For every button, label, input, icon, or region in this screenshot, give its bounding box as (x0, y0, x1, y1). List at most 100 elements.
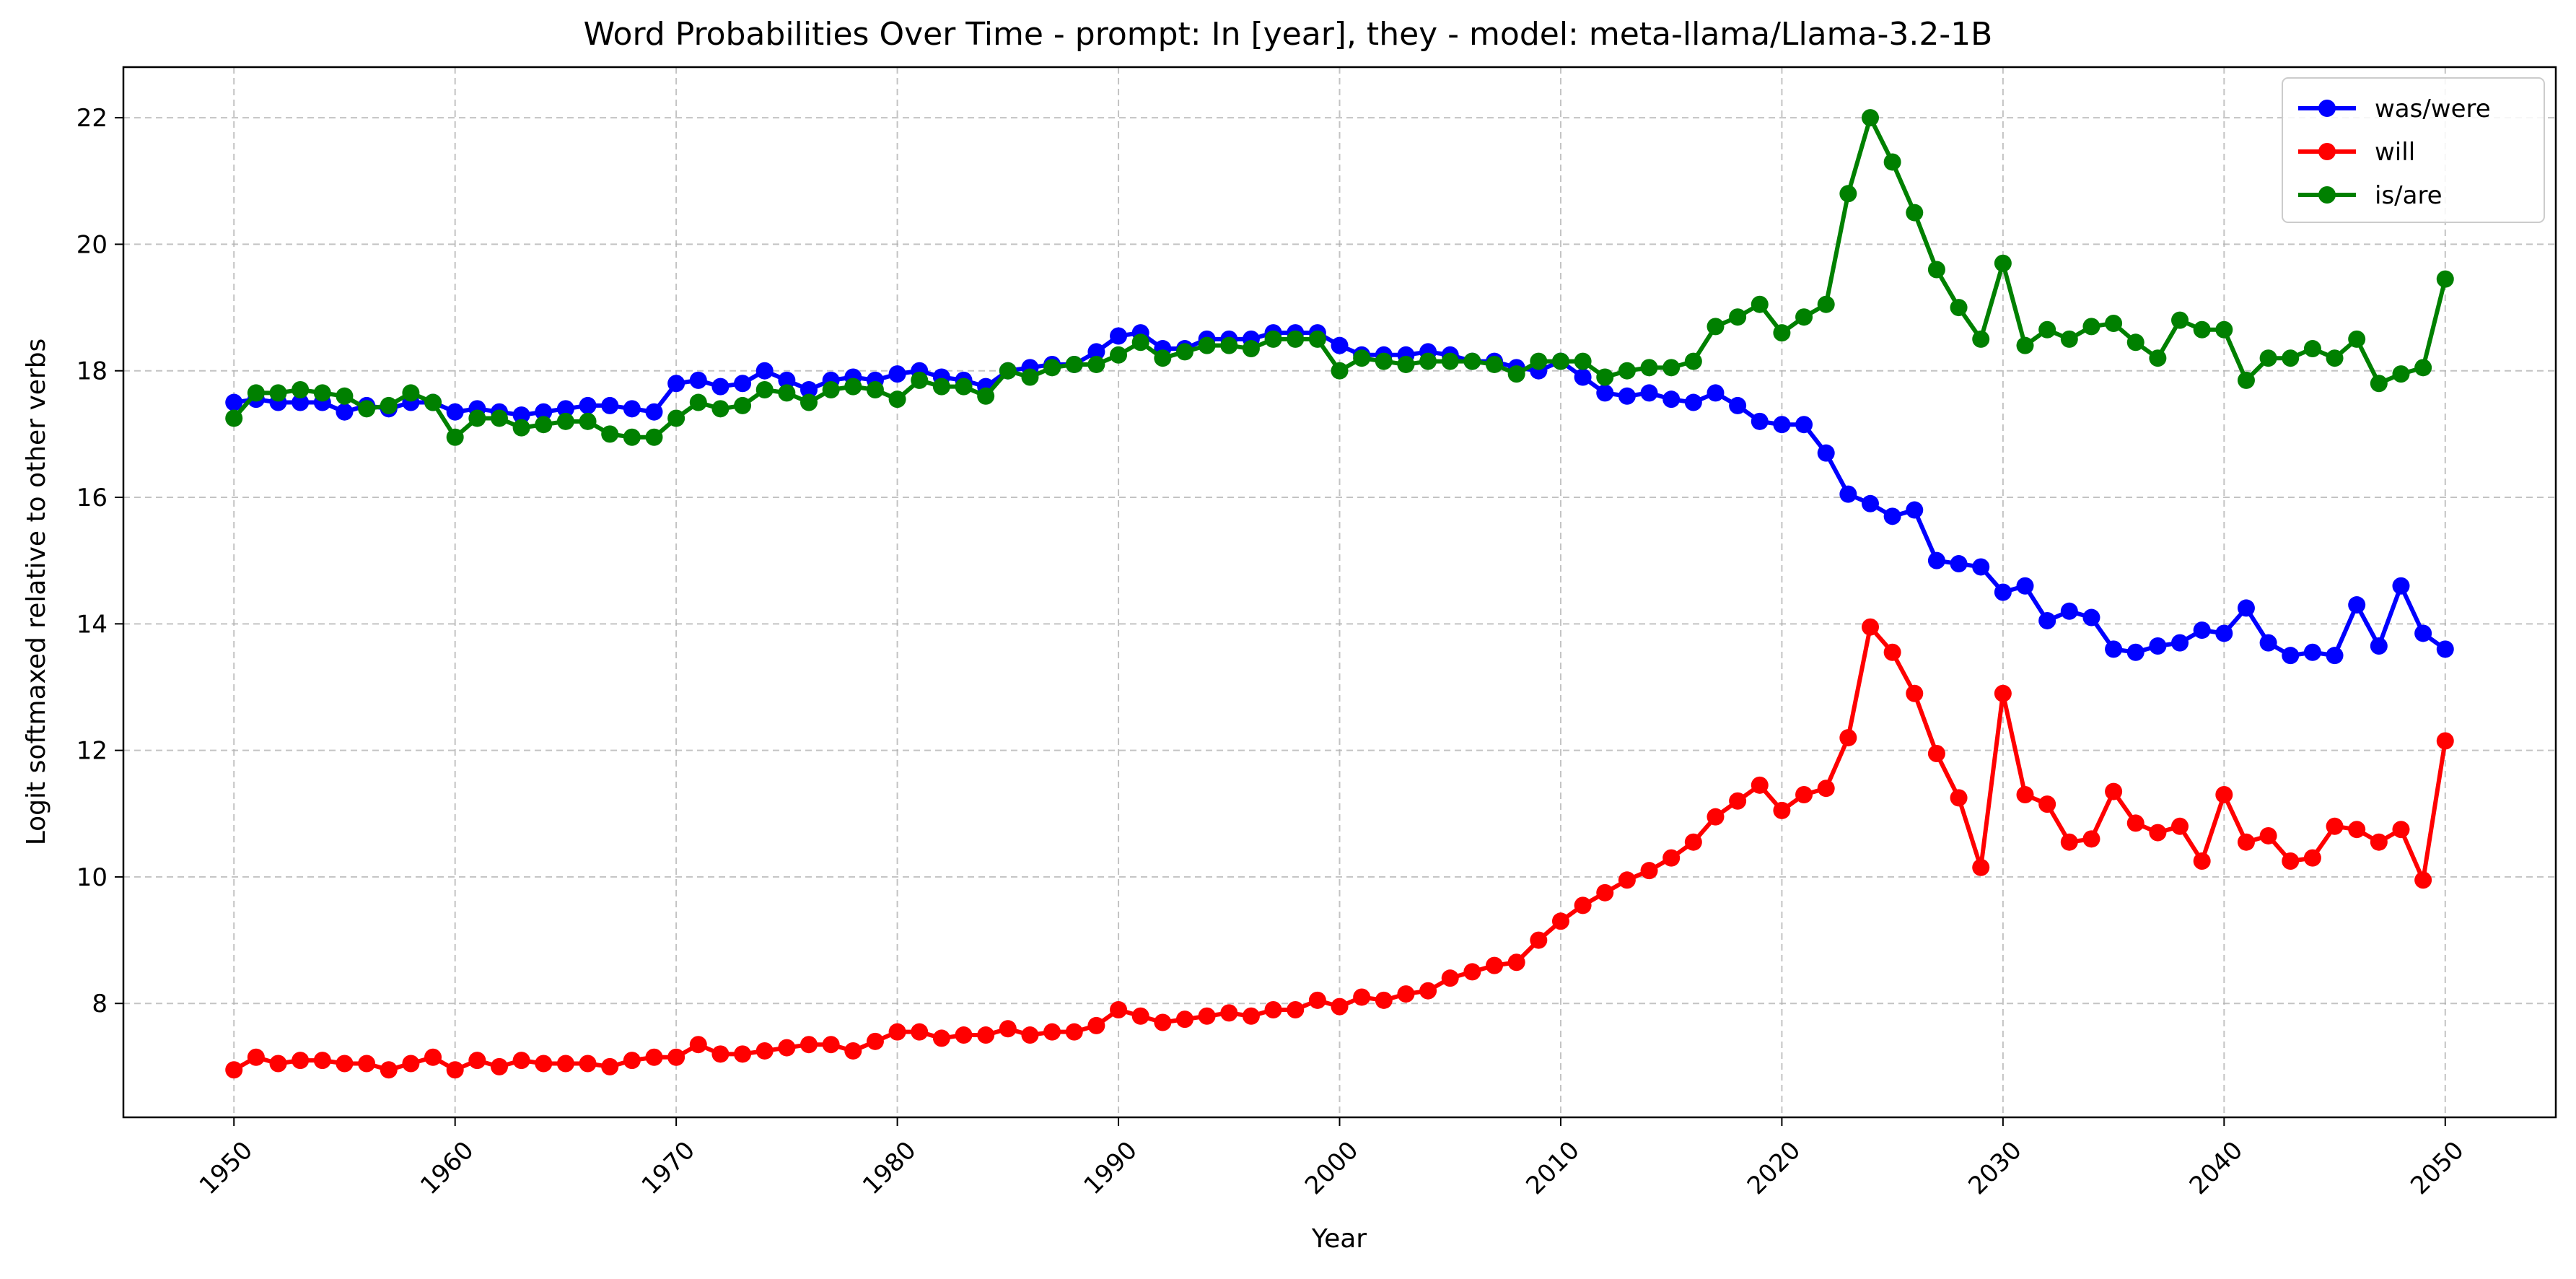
data-point (247, 384, 265, 402)
x-tick-label: 1960 (415, 1136, 479, 1200)
data-point (292, 381, 310, 399)
data-point (711, 377, 730, 396)
data-point (1264, 1000, 1282, 1018)
data-point (844, 1042, 862, 1060)
data-point (689, 393, 707, 411)
data-point (402, 384, 420, 402)
data-point (2082, 318, 2100, 336)
data-point (1751, 295, 1769, 313)
data-point (2414, 871, 2432, 889)
data-point (1839, 185, 1857, 203)
data-point (2171, 634, 2189, 652)
data-point (2126, 814, 2145, 832)
data-point (1662, 849, 1681, 867)
data-point (1596, 384, 1614, 402)
data-point (2436, 732, 2454, 750)
data-point (1110, 346, 1128, 364)
data-point (2038, 320, 2056, 339)
data-point (689, 371, 707, 389)
data-point (1198, 1007, 1216, 1025)
data-point (1021, 1026, 1039, 1044)
data-point (667, 409, 685, 427)
legend-label: was/were (2375, 95, 2491, 123)
data-point (778, 1039, 796, 1057)
data-point (1707, 384, 1725, 402)
data-point (623, 428, 641, 446)
data-point (645, 1048, 663, 1066)
data-point (358, 400, 376, 418)
data-point (2282, 647, 2300, 665)
x-tick-label: 2020 (1742, 1136, 1806, 1200)
grid (123, 67, 2556, 1117)
data-point (711, 1045, 730, 1063)
data-point (269, 384, 287, 402)
data-point (1861, 109, 1879, 127)
data-point (2370, 637, 2388, 655)
data-point (1331, 336, 1349, 354)
data-point (2016, 336, 2034, 354)
data-point (800, 1036, 818, 1054)
y-tick-label: 22 (76, 104, 108, 133)
data-point (1861, 494, 1879, 512)
data-point (734, 396, 752, 414)
series-will (225, 618, 2454, 1079)
data-point (556, 400, 574, 418)
data-point (1618, 387, 1636, 405)
data-point (1906, 204, 1924, 222)
data-point (778, 384, 796, 402)
data-point (2392, 821, 2410, 839)
data-point (468, 409, 486, 427)
data-point (2126, 333, 2145, 352)
data-point (601, 425, 619, 443)
data-point (1795, 308, 1813, 326)
data-point (999, 1020, 1017, 1038)
data-point (1065, 355, 1083, 373)
data-point (1684, 833, 1702, 851)
data-point (1463, 963, 1481, 981)
data-point (1950, 555, 1968, 573)
data-point (2060, 602, 2078, 620)
data-point (2326, 349, 2344, 367)
data-point (2348, 821, 2366, 839)
data-point (1530, 931, 1548, 949)
data-point (1110, 327, 1128, 345)
data-point (866, 381, 884, 399)
data-point (2303, 849, 2321, 867)
data-point (1043, 1023, 1061, 1041)
data-point (535, 403, 553, 421)
data-point (1684, 352, 1702, 370)
data-point (1729, 308, 1747, 326)
data-point (2038, 795, 2056, 813)
data-point (380, 396, 398, 414)
x-tick-label: 1990 (1078, 1136, 1142, 1200)
data-point (1331, 998, 1349, 1016)
data-point (1773, 324, 1791, 342)
data-point (1551, 912, 1569, 930)
data-point (888, 390, 906, 409)
data-point (2370, 375, 2388, 393)
data-point (1154, 1013, 1172, 1031)
data-point (1087, 343, 1105, 361)
data-point (1220, 336, 1238, 354)
data-point (1353, 349, 1371, 367)
data-point (1242, 1007, 1260, 1025)
data-point (1264, 330, 1282, 348)
data-point (2392, 365, 2410, 383)
legend-label: is/are (2375, 181, 2443, 210)
data-point (2348, 596, 2366, 614)
data-point (2171, 311, 2189, 329)
data-point (1994, 583, 2012, 601)
data-point (1662, 390, 1681, 409)
data-point (2193, 320, 2211, 339)
data-point (955, 1026, 973, 1044)
data-point (2060, 330, 2078, 348)
data-point (1729, 792, 1747, 810)
data-point (2105, 640, 2123, 658)
data-point (556, 412, 574, 430)
data-point (2237, 371, 2255, 389)
data-point (1927, 261, 1945, 279)
data-point (2303, 340, 2321, 358)
y-tick-label: 18 (76, 357, 108, 386)
data-point (490, 409, 508, 427)
data-point (601, 396, 619, 414)
